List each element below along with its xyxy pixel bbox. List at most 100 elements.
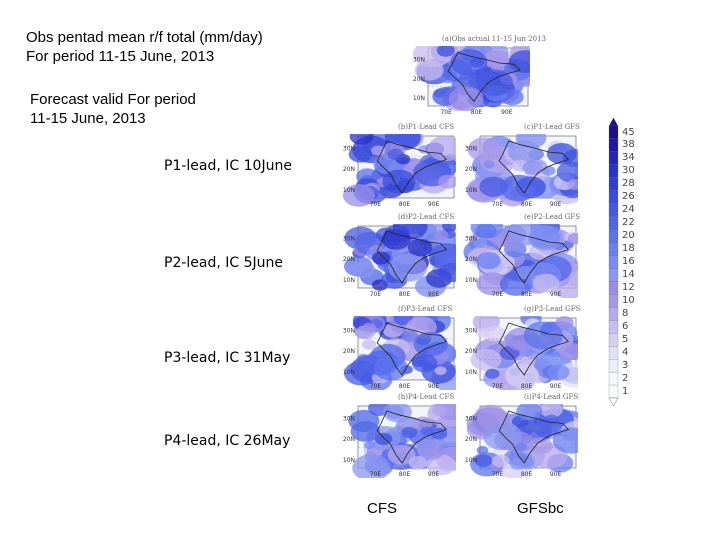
cfs-map-p3-title: (f)P3-Lead CFS <box>398 305 453 313</box>
colorbar-swatch <box>608 384 619 399</box>
colorbar-tick-label: 2 <box>622 372 629 384</box>
lat-tick-label: 10N <box>343 369 355 376</box>
lon-tick-label: 90E <box>428 471 440 478</box>
colorbar-swatch <box>608 333 619 347</box>
lat-tick-label: 10N <box>465 277 477 284</box>
colorbar-tick-label: 8 <box>622 307 629 319</box>
colorbar-tick-label: 38 <box>622 139 635 151</box>
lead-label-p3: P3-lead, IC 31May <box>164 350 291 366</box>
lat-tick-label: 20N <box>343 436 355 443</box>
column-label-cfs: CFS <box>367 500 397 517</box>
rainfall-map-graphic: 30N 20N 10N 70E 80E 90E <box>343 316 456 390</box>
lon-tick-label: 80E <box>399 383 411 390</box>
colorbar-tick-label: 16 <box>622 256 635 267</box>
colorbar-swatch <box>608 359 619 373</box>
colorbar-top-arrow <box>608 118 619 127</box>
gfs-map-p3-title: (g)P3-Lead GFS <box>524 305 581 313</box>
colorbar-swatch <box>608 125 619 140</box>
lon-tick-label: 80E <box>399 471 411 478</box>
gfs-map-p2-title: (e)P2-Lead GFS <box>524 213 581 221</box>
lat-tick-label: 10N <box>413 95 425 102</box>
gfs-map-p4: (i)P4-Lead GFS 30N 20N 10N 70E 80E 90E <box>456 393 578 478</box>
obs-title-line2: For period 11-15 June, 2013 <box>26 48 215 65</box>
lon-tick-label: 70E <box>492 291 504 298</box>
colorbar-swatch <box>608 371 619 386</box>
rainfall-map-graphic: 30N 20N 10N 70E 80E 90E <box>465 134 578 208</box>
colorbar-tick-label: 12 <box>622 281 635 293</box>
lat-tick-label: 20N <box>343 348 355 355</box>
lon-tick-label: 70E <box>440 109 452 116</box>
colorbar-tick-label: 24 <box>622 204 635 216</box>
lon-tick-label: 90E <box>550 201 562 208</box>
lon-tick-label: 70E <box>370 201 382 208</box>
lat-tick-label: 10N <box>465 457 477 464</box>
colorbar-tick-label: 26 <box>622 191 635 203</box>
lat-tick-label: 30N <box>465 235 477 242</box>
colorbar-swatch <box>608 138 619 153</box>
lat-tick-label: 10N <box>465 187 477 194</box>
obs-title: Obs pentad mean r/f total (mm/day) For p… <box>26 28 263 66</box>
colorbar-tick-label: 45 <box>622 126 635 138</box>
rainfall-map-graphic: 30N 20N 10N 70E 80E 90E <box>413 46 530 116</box>
lon-tick-label: 70E <box>492 383 504 390</box>
lat-tick-label: 30N <box>343 415 355 422</box>
colorbar-tick-label: 1 <box>622 385 629 397</box>
cfs-map-p1: (b)P1-Lead CFS 30N 20N 10N 70E 80E 90E <box>334 123 456 208</box>
rainfall-map-graphic: 30N 20N 10N 70E 80E 90E <box>343 224 456 298</box>
colorbar-swatch <box>608 216 619 230</box>
lon-tick-label: 80E <box>521 383 533 390</box>
lat-tick-label: 20N <box>343 256 355 263</box>
lon-tick-label: 80E <box>521 291 533 298</box>
lat-tick-label: 30N <box>465 327 477 334</box>
colorbar-tick-label: 30 <box>622 165 635 177</box>
lon-tick-label: 70E <box>492 201 504 208</box>
colorbar-swatch <box>608 307 619 321</box>
colorbar-tick-label: 14 <box>622 269 635 280</box>
lat-tick-label: 30N <box>343 235 355 242</box>
cfs-map-p2: (d)P2-Lead CFS 30N 20N 10N 70E 80E 90E <box>334 213 456 298</box>
lon-tick-label: 90E <box>550 383 562 390</box>
gfs-map-p2: (e)P2-Lead GFS 30N 20N 10N 70E 80E 90E <box>456 213 580 298</box>
colorbar-swatch <box>608 190 619 204</box>
rainfall-map-graphic: 30N 20N 10N 70E 80E 90E <box>465 316 578 390</box>
lat-tick-label: 20N <box>465 166 477 173</box>
colorbar-tick-label: 28 <box>622 178 635 190</box>
colorbar-swatch <box>608 177 619 191</box>
lat-tick-label: 30N <box>343 145 355 152</box>
colorbar-swatch <box>608 242 619 256</box>
colorbar-tick-label: 22 <box>622 217 635 229</box>
lon-tick-label: 90E <box>428 291 440 298</box>
lon-tick-label: 90E <box>428 383 440 390</box>
lat-tick-label: 20N <box>465 256 477 263</box>
colorbar-tick-label: 34 <box>622 152 635 164</box>
colorbar-swatch <box>608 164 619 178</box>
colorbar-swatch <box>608 151 619 165</box>
gfs-map-p3: (g)P3-Lead GFS 30N 20N 10N 70E 80E 90E <box>456 305 580 390</box>
lon-tick-label: 80E <box>521 471 533 478</box>
colorbar-legend: 45 38 34 30 28 26 24 22 20 18 16 14 12 10 8 6 5 4 3 2 1 <box>608 118 648 408</box>
lon-tick-label: 70E <box>370 291 382 298</box>
colorbar-bottom-arrow <box>608 397 619 407</box>
colorbar-swatch <box>608 255 619 269</box>
colorbar-tick-label: 5 <box>622 333 629 345</box>
lat-tick-label: 10N <box>343 457 355 464</box>
lat-tick-label: 20N <box>465 348 477 355</box>
colorbar-swatch <box>608 320 619 334</box>
forecast-title: Forecast valid For period 11-15 June, 20… <box>30 90 196 128</box>
lat-tick-label: 20N <box>343 166 355 173</box>
forecast-title-line1: Forecast valid For period <box>30 91 196 108</box>
lat-tick-label: 30N <box>343 327 355 334</box>
lat-tick-label: 30N <box>465 145 477 152</box>
obs-title-line1: Obs pentad mean r/f total (mm/day) <box>26 29 263 46</box>
cfs-map-p4-title: (h)P4-Lead CFS <box>398 393 455 401</box>
lon-tick-label: 80E <box>471 109 483 116</box>
forecast-title-line2: 11-15 June, 2013 <box>30 110 146 127</box>
cfs-map-p2-title: (d)P2-Lead CFS <box>398 213 455 221</box>
colorbar-tick-label: 18 <box>622 243 635 254</box>
colorbar-tick-label: 10 <box>622 294 635 306</box>
lead-label-p1: P1-lead, IC 10June <box>164 158 292 174</box>
colorbar-swatch <box>608 294 619 308</box>
lon-tick-label: 80E <box>399 201 411 208</box>
lon-tick-label: 90E <box>501 109 513 116</box>
lon-tick-label: 70E <box>370 383 382 390</box>
